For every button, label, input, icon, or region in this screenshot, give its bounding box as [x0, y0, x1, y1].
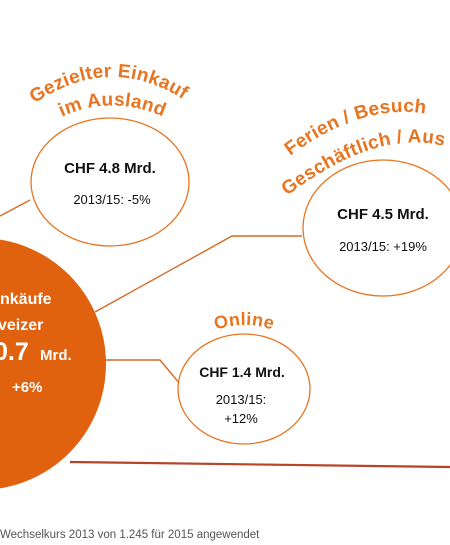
main-value-big: 0.7 — [0, 338, 29, 366]
online-change-line1: 2013/15: — [216, 392, 267, 407]
ausland-amount: CHF 4.8 Mrd. — [64, 160, 156, 177]
connector-line-online — [100, 359, 181, 385]
online-node: Online CHF 1.4 Mrd. 2013/15: +12% — [177, 309, 311, 445]
ferien-bubble — [302, 159, 450, 297]
footnote: Wechselkurs 2013 von 1.245 für 2015 ange… — [0, 529, 260, 541]
ferien-amount: CHF 4.5 Mrd. — [337, 206, 429, 223]
ausland-bubble — [30, 117, 190, 247]
main-value-unit: Mrd. — [40, 347, 72, 364]
ausland-title-line2: im Ausland — [56, 89, 169, 121]
connector-line-ausland — [0, 199, 31, 217]
main-total-circle — [0, 239, 106, 489]
ausland-change: 2013/15: -5% — [73, 192, 151, 207]
main-label-line1: nkäufe — [0, 291, 52, 308]
online-change-line2: +12% — [224, 411, 258, 426]
bottom-divider-line — [69, 460, 450, 469]
online-title: Online — [212, 309, 277, 334]
ausland-node: Gezielter Einkauf im Ausland CHF 4.8 Mrd… — [26, 61, 192, 247]
online-amount: CHF 1.4 Mrd. — [199, 364, 285, 380]
main-change: +6% — [12, 379, 42, 396]
connector-line-ferien — [94, 235, 302, 313]
svg-text:im Ausland: im Ausland — [56, 89, 170, 121]
online-bubble — [177, 333, 311, 445]
ferien-change: 2013/15: +19% — [339, 239, 427, 254]
main-label-line2: veizer — [0, 317, 43, 334]
ferien-node: Ferien / Besuch Geschäftlich / Aus CHF 4… — [278, 96, 450, 297]
svg-text:Online: Online — [212, 309, 277, 334]
